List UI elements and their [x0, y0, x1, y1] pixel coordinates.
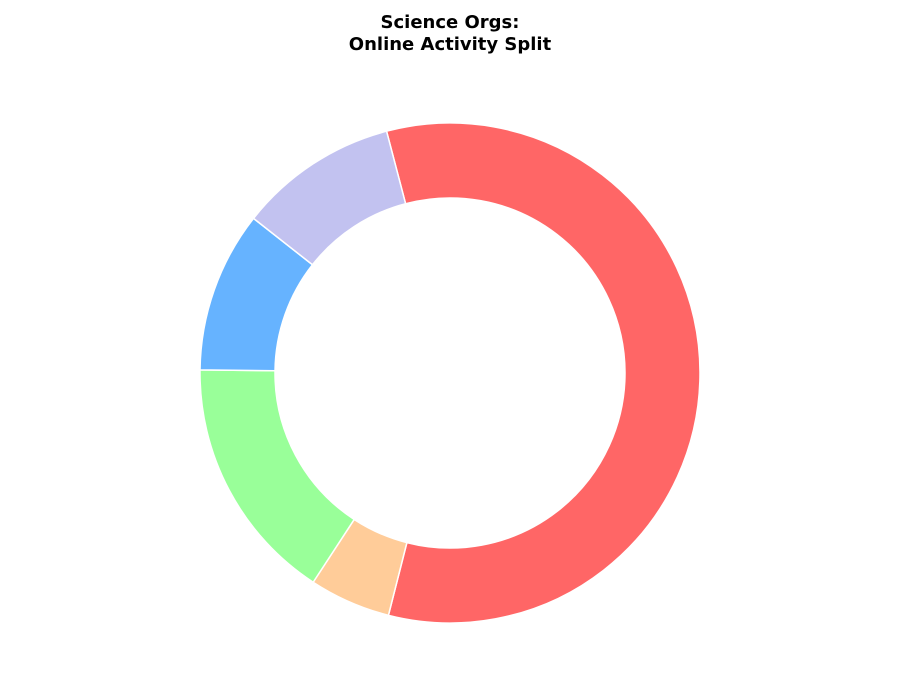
donut-slice-3: [199, 369, 356, 584]
chart-title-line-2: Online Activity Split: [348, 34, 552, 55]
chart-title: Science Orgs: Online Activity Split: [0, 12, 900, 56]
donut-slice-5: [252, 130, 407, 266]
chart-title-line-1: Science Orgs:: [380, 12, 520, 33]
donut-slice-1: [385, 122, 701, 624]
donut-slices: [199, 122, 701, 624]
